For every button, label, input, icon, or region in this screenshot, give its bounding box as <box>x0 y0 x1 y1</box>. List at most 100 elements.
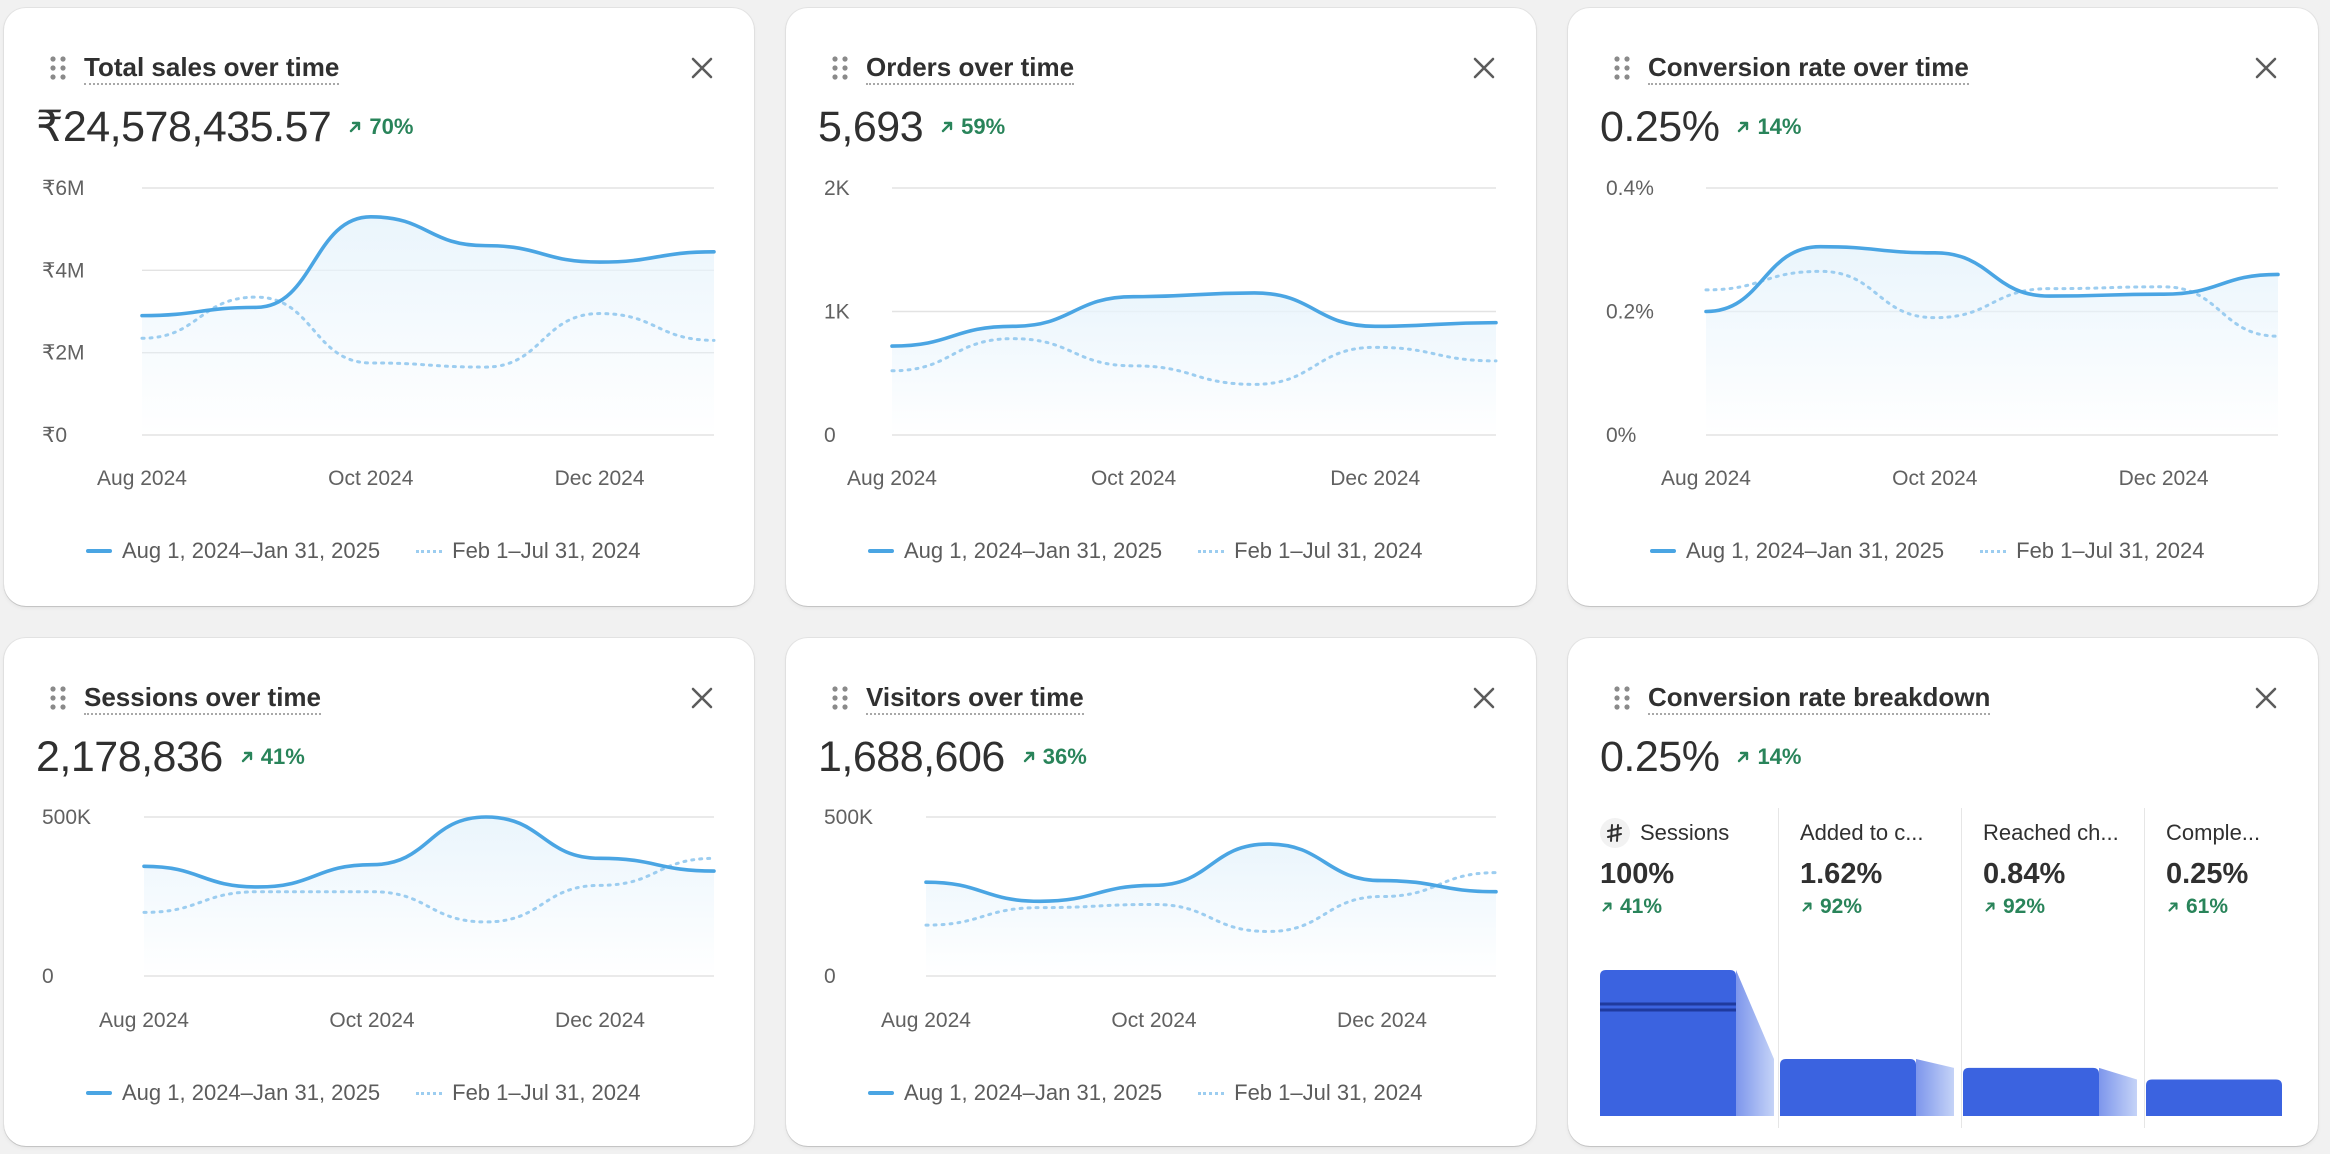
close-icon[interactable] <box>2252 54 2280 82</box>
y-tick-label: ₹6M <box>42 177 85 200</box>
legend-label: Feb 1–Jul 31, 2024 <box>2016 538 2205 563</box>
funnel-step-name: Reached ch... <box>1983 820 2119 845</box>
drag-handle-icon[interactable] <box>1614 56 1630 80</box>
card-title[interactable]: Orders over time <box>866 52 1075 85</box>
card-title[interactable]: Sessions over time <box>84 682 321 715</box>
y-tick-label: ₹0 <box>42 424 67 447</box>
metric-value: 5,693 <box>818 102 924 151</box>
metric-value: ₹24,578,435.57 <box>36 103 332 151</box>
legend-dotted-swatch <box>1198 549 1225 553</box>
chart-legend: Aug 1, 2024–Jan 31, 2025 Feb 1–Jul 31, 2… <box>868 1078 1459 1108</box>
funnel-step-trend: 92% <box>1800 895 1960 919</box>
legend-item-previous[interactable]: Feb 1–Jul 31, 2024 <box>1198 1080 1423 1106</box>
funnel-trend-value: 41% <box>1620 895 1663 918</box>
drag-handle-icon[interactable] <box>832 56 848 80</box>
card-title[interactable]: Total sales over time <box>84 52 340 85</box>
metric-value: 0.25% <box>1600 732 1720 781</box>
y-tick-label: 0.2% <box>1606 301 1654 324</box>
funnel-step-added-to-cart[interactable]: Added to c... 1.62% 92% <box>1800 816 1960 1026</box>
metric-row: 0.25% 14% <box>1600 100 1801 154</box>
series-area <box>1706 246 2278 435</box>
sessions-line-chart: 500K 0 Aug 2024 Oct 2024 Dec 2024 <box>42 806 716 1032</box>
visitors-card: Visitors over time 1,688,606 36% 500K 0 Au… <box>786 638 1536 1146</box>
legend-label: Feb 1–Jul 31, 2024 <box>452 1080 641 1105</box>
trend-value: 36% <box>1042 744 1087 769</box>
y-tick-label: ₹4M <box>42 259 85 282</box>
card-title[interactable]: Conversion rate over time <box>1648 52 1969 85</box>
legend-item-current[interactable]: Aug 1, 2024–Jan 31, 2025 <box>868 538 1162 564</box>
funnel-connector <box>2099 1067 2137 1116</box>
legend-solid-swatch <box>86 1091 112 1095</box>
funnel-step-completed[interactable]: Comple... 0.25% 61% <box>2166 816 2296 1026</box>
close-icon[interactable] <box>688 684 716 712</box>
legend-item-previous[interactable]: Feb 1–Jul 31, 2024 <box>416 1080 641 1106</box>
funnel-bar <box>1963 1067 2099 1116</box>
legend-item-current[interactable]: Aug 1, 2024–Jan 31, 2025 <box>86 1080 380 1106</box>
funnel-bar <box>2146 1079 2282 1116</box>
drag-handle-icon[interactable] <box>50 56 66 80</box>
card-title[interactable]: Conversion rate breakdown <box>1648 682 1991 715</box>
funnel-step-value: 1.62% <box>1800 858 1883 890</box>
series-area <box>892 292 1496 435</box>
funnel-connector <box>1736 970 1774 1116</box>
trend-badge: 59% <box>939 114 1005 140</box>
funnel-step-trend: 61% <box>2166 895 2296 919</box>
arrow-up-right-icon <box>2168 902 2178 912</box>
funnel-bar <box>1780 1059 1916 1116</box>
close-icon[interactable] <box>1470 684 1498 712</box>
chart-legend: Aug 1, 2024–Jan 31, 2025 Feb 1–Jul 31, 2… <box>86 536 677 566</box>
y-tick-label: 0 <box>824 965 836 988</box>
series-line-previous <box>890 337 1498 386</box>
series-line-current <box>924 842 1498 904</box>
x-tick-label: Dec 2024 <box>2119 467 2209 490</box>
x-tick-label: Dec 2024 <box>1330 467 1420 490</box>
drag-handle-icon[interactable] <box>50 686 66 710</box>
arrow-up-right-icon <box>1802 902 1812 912</box>
metric-row: 5,693 59% <box>818 100 1005 154</box>
legend-item-current[interactable]: Aug 1, 2024–Jan 31, 2025 <box>86 538 380 564</box>
funnel-step-name: Sessions <box>1640 820 1730 845</box>
drag-handle-icon[interactable] <box>832 686 848 710</box>
y-tick-label: ₹2M <box>42 342 85 365</box>
close-icon[interactable] <box>2252 684 2280 712</box>
legend-item-current[interactable]: Aug 1, 2024–Jan 31, 2025 <box>1650 538 1944 564</box>
metric-row: 2,178,836 41% <box>36 730 305 784</box>
funnel-divider <box>1961 808 1962 1128</box>
funnel-step-sessions[interactable]: Sessions 100% 41% <box>1600 816 1770 1026</box>
orders-card: Orders over time 5,693 59% 2K 1K 0 Aug 2024… <box>786 8 1536 606</box>
chart-legend: Aug 1, 2024–Jan 31, 2025 Feb 1–Jul 31, 2… <box>868 536 1459 566</box>
x-tick-label: Dec 2024 <box>555 467 645 490</box>
arrow-up-right-icon <box>941 121 953 133</box>
arrow-up-right-icon <box>1738 121 1749 133</box>
y-tick-label: 0 <box>824 424 836 447</box>
legend-item-previous[interactable]: Feb 1–Jul 31, 2024 <box>416 538 641 564</box>
y-tick-label: 0% <box>1606 424 1636 447</box>
funnel-bar-chart <box>1600 970 2282 1116</box>
chart-legend: Aug 1, 2024–Jan 31, 2025 Feb 1–Jul 31, 2… <box>86 1078 677 1108</box>
funnel-step-value: 0.25% <box>2166 858 2249 890</box>
close-icon[interactable] <box>1470 54 1498 82</box>
chart-legend: Aug 1, 2024–Jan 31, 2025 Feb 1–Jul 31, 2… <box>1650 536 2241 566</box>
y-tick-label: 2K <box>824 177 850 200</box>
funnel-step-reached-checkout[interactable]: Reached ch... 0.84% 92% <box>1983 816 2143 1026</box>
sales-line-chart: ₹6M ₹4M ₹2M ₹0 Aug 2024 Oct 2024 Dec 2024 <box>42 177 716 490</box>
series-line-previous <box>140 295 716 369</box>
drag-handle-icon[interactable] <box>1614 686 1630 710</box>
metric-row: 0.25% 14% <box>1600 730 1801 784</box>
legend-item-previous[interactable]: Feb 1–Jul 31, 2024 <box>1980 538 2205 564</box>
conversion-line-chart: 0.4% 0.2% 0% Aug 2024 Oct 2024 Dec 2024 <box>1606 177 2280 490</box>
metric-value: 2,178,836 <box>36 732 223 781</box>
arrow-up-right-icon <box>1738 751 1749 763</box>
arrow-up-right-icon <box>241 751 252 763</box>
trend-value: 41% <box>260 744 305 769</box>
funnel-step-value: 0.84% <box>1983 858 2066 890</box>
close-icon[interactable] <box>688 54 716 82</box>
trend-badge: 41% <box>239 744 305 770</box>
legend-label: Feb 1–Jul 31, 2024 <box>1234 1080 1423 1105</box>
legend-item-previous[interactable]: Feb 1–Jul 31, 2024 <box>1198 538 1423 564</box>
card-title[interactable]: Visitors over time <box>866 682 1084 715</box>
legend-solid-swatch <box>86 549 112 553</box>
arrow-up-right-icon <box>1023 751 1034 763</box>
x-tick-label: Dec 2024 <box>555 1009 645 1032</box>
legend-item-current[interactable]: Aug 1, 2024–Jan 31, 2025 <box>868 1080 1162 1106</box>
